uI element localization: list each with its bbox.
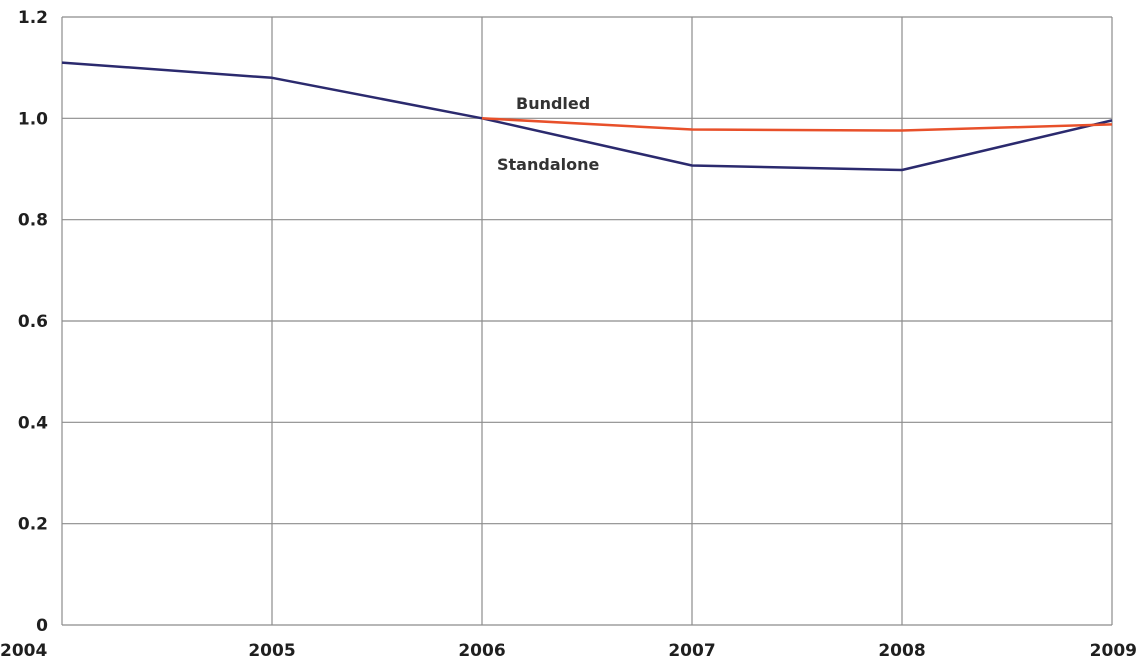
x-tick-label: 2006 [458,641,505,661]
y-axis-ticks: 0 0.2 0.4 0.6 0.8 1.0 1.2 [18,8,48,636]
x-tick-label: 2009 [1090,641,1137,661]
series-label-standalone: Standalone [497,155,599,174]
grid [61,16,1113,626]
y-tick-label: 0.2 [18,515,48,535]
series-lines [61,61,1113,172]
series-label-bundled: Bundled [516,94,590,113]
x-tick-label: 2008 [878,641,925,661]
x-tick-label: 2007 [668,641,715,661]
y-tick-label: 0.8 [18,211,48,231]
series-line-standalone [61,61,1113,172]
y-tick-label: 1.0 [18,109,48,129]
x-tick-label: 2004 [0,641,47,661]
y-tick-label: 0.4 [18,413,48,433]
y-tick-label: 0 [36,616,48,636]
y-tick-label: 0.6 [18,312,48,332]
y-tick-label: 1.2 [18,8,48,28]
x-axis-ticks: 2004 2005 2006 2007 2008 2009 [0,641,1137,661]
x-tick-label: 2005 [248,641,295,661]
series-line-bundled [481,117,1113,132]
